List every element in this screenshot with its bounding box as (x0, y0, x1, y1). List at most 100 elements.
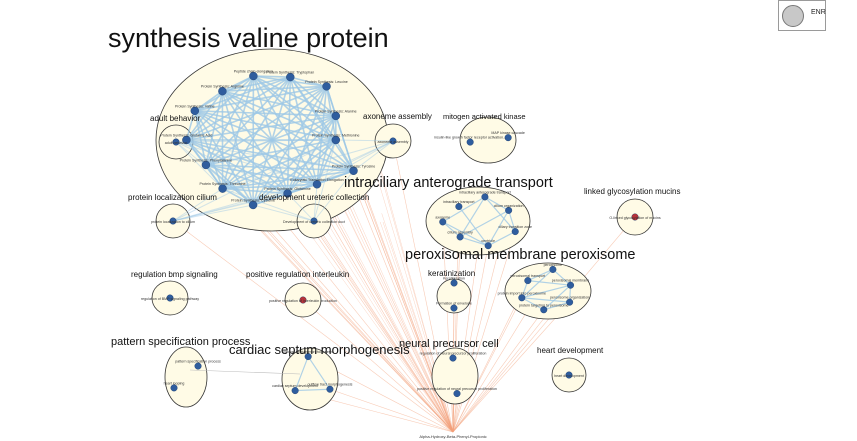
legend[interactable]: ENR (778, 0, 826, 31)
gene-set-node[interactable] (331, 111, 341, 121)
gene-set-node[interactable] (201, 160, 211, 170)
similarity-edge (175, 141, 318, 185)
gene-set-node[interactable] (484, 242, 492, 250)
signature-node-label: Alpha-Hydroxy-Beta-Phenyl-Propionic (419, 434, 486, 439)
gene-set-node[interactable] (511, 228, 519, 236)
similarity-edge (175, 141, 354, 172)
gene-set-node[interactable] (518, 294, 526, 302)
gene-set-node[interactable] (286, 72, 295, 82)
gene-set-node[interactable] (504, 134, 512, 142)
similarity-edge (484, 196, 509, 211)
node-label: Protein Synthesis: Alanine (315, 109, 357, 113)
cluster-mapk[interactable] (459, 116, 517, 164)
gene-set-node[interactable] (190, 106, 199, 116)
similarity-edge (442, 221, 489, 247)
gene-set-node[interactable] (312, 180, 322, 189)
gene-set-node[interactable] (540, 306, 548, 314)
signature-edge (320, 211, 454, 433)
gene-set-node[interactable] (389, 137, 397, 145)
gene-set-node[interactable] (524, 277, 532, 285)
gene-set-node[interactable] (322, 82, 331, 91)
gene-set-node[interactable] (505, 206, 513, 214)
similarity-edge (222, 90, 336, 117)
gene-set-node[interactable] (194, 362, 202, 370)
node-label: intraciliary transport (443, 200, 474, 204)
gene-set-node[interactable] (567, 281, 575, 289)
gene-set-node[interactable] (249, 71, 258, 81)
gene-set-node[interactable] (349, 166, 358, 176)
signature-edge (306, 229, 454, 433)
gene-set-node[interactable] (331, 135, 341, 145)
similarity-edge (335, 115, 355, 172)
cluster-label-adult: adult behavior (150, 114, 201, 123)
similarity-edge (287, 193, 315, 222)
gene-set-node[interactable] (456, 233, 464, 241)
similarity-edge (521, 284, 571, 299)
cluster-cardiac[interactable] (281, 347, 339, 411)
gene-set-node[interactable] (299, 296, 307, 304)
similarity-edge (521, 297, 545, 311)
gene-set-node[interactable] (449, 354, 457, 362)
similarity-edge (487, 231, 516, 247)
similarity-edge (172, 170, 354, 222)
gene-set-node[interactable] (172, 138, 180, 146)
similarity-edge (185, 90, 224, 141)
gene-set-node[interactable] (631, 213, 639, 221)
cluster-pattern[interactable] (164, 346, 208, 408)
gene-set-node[interactable] (182, 135, 191, 145)
cluster-label-cardiac: cardiac septum morphogenesis (229, 342, 410, 357)
cluster-kerat[interactable] (436, 278, 472, 314)
gene-set-node[interactable] (218, 87, 227, 96)
node-label: Protein Synthesis: Tryptophan (266, 71, 314, 75)
gene-set-node[interactable] (566, 298, 574, 306)
node-label: Eukaryotic Translation Elongation (290, 178, 343, 182)
similarity-edge (252, 192, 288, 206)
gene-set-node[interactable] (170, 384, 178, 392)
node-label: Peptide chain elongation (234, 70, 273, 74)
gene-set-node[interactable] (304, 353, 312, 361)
similarity-edge (521, 269, 554, 299)
cluster-label-heart: heart development (537, 346, 604, 355)
gene-set-node[interactable] (291, 387, 299, 395)
similarity-edge (459, 196, 486, 238)
similarity-edge (290, 76, 327, 88)
similarity-edge (459, 209, 509, 238)
similarity-edge (543, 301, 570, 311)
similarity-edge (194, 76, 291, 112)
gene-set-node[interactable] (450, 279, 458, 287)
node-label: peroxisome organization (550, 296, 589, 300)
signature-edge (343, 208, 454, 433)
similarity-edge (185, 139, 207, 166)
gene-set-node[interactable] (466, 138, 474, 146)
gene-set-node[interactable] (326, 385, 334, 393)
signature-edge (316, 184, 454, 433)
gene-set-node[interactable] (166, 294, 174, 302)
gene-set-node[interactable] (565, 371, 573, 379)
gene-set-node[interactable] (169, 217, 177, 225)
similarity-edge (316, 115, 337, 185)
gene-set-node[interactable] (549, 265, 557, 273)
gene-set-node[interactable] (455, 203, 463, 211)
gene-set-node[interactable] (481, 193, 489, 201)
gene-set-node[interactable] (439, 218, 447, 226)
node-label: O-linked glycosylation of mucins (609, 216, 661, 220)
gene-set-node[interactable] (450, 304, 458, 312)
similarity-edge (222, 187, 288, 195)
similarity-edge (205, 76, 291, 166)
similarity-edge (286, 115, 337, 194)
gene-set-node[interactable] (283, 189, 292, 198)
signature-edge (313, 220, 454, 433)
gene-set-node[interactable] (310, 217, 318, 225)
cluster-neural[interactable] (431, 347, 479, 405)
gene-set-node[interactable] (453, 390, 461, 398)
cluster-label-bmp: regulation bmp signaling (131, 270, 218, 279)
similarity-edge (172, 188, 223, 222)
gene-set-node[interactable] (248, 200, 258, 210)
gene-set-node[interactable] (218, 184, 227, 193)
similarity-edge (175, 141, 254, 206)
node-label: Protein Synthesis: Cysteine (231, 198, 275, 202)
similarity-edge (253, 75, 337, 117)
signature-edge (452, 216, 636, 433)
similarity-edge (313, 184, 318, 222)
